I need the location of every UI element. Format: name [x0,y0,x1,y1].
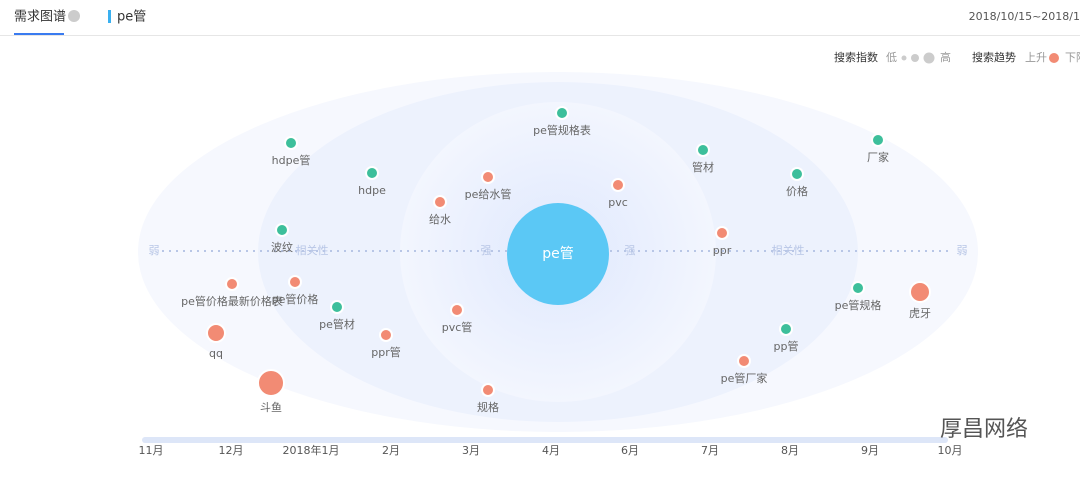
center-label: pe管 [542,246,574,262]
month-label: 10月 [938,444,963,457]
month-label: 2018年1月 [283,443,340,457]
node[interactable] [330,300,344,314]
node[interactable] [555,106,569,120]
month-label: 9月 [861,444,879,457]
node-label: pe管厂家 [721,371,768,385]
legend-low: 低 [886,51,897,64]
month-label: 12月 [219,444,244,457]
node-label: 管材 [692,160,714,174]
axis-label: 强 [625,244,636,257]
axis-label: 强 [481,244,492,257]
node-label: pvc [608,196,628,209]
node-label: 规格 [477,400,499,414]
node-label: pe给水管 [465,187,512,201]
node[interactable] [481,170,495,184]
node[interactable] [275,223,289,237]
legend-title: 搜索趋势 [972,50,1016,64]
month-label: 4月 [542,444,560,457]
watermark: 厚昌网络 [940,417,1028,442]
node[interactable] [790,167,804,181]
node[interactable] [715,226,729,240]
node[interactable] [257,369,285,397]
node-label: pe管规格 [835,298,882,312]
axis-labels: 弱 相关性 强 强 相关性 弱 [149,243,968,257]
tab[interactable]: 需求图谱 [14,10,66,25]
axis-label: 相关性 [296,243,329,257]
timeline-track [142,437,948,443]
node-label: hdpe [358,184,386,197]
node-label: pp管 [774,339,799,353]
node[interactable] [225,277,239,291]
node[interactable] [433,195,447,209]
node-label: ppr [713,244,732,257]
node-label: 斗鱼 [260,400,282,414]
legend-dot-mid [911,54,919,62]
keyword-bar [108,10,111,23]
legend-dot-small [901,55,907,61]
center-node[interactable] [507,203,609,305]
node-label: ppr管 [371,345,401,359]
node[interactable] [851,281,865,295]
node-label: 波纹 [271,240,293,254]
node[interactable] [450,303,464,317]
timeline-labels: 11月 12月 2018年1月 2月 3月 4月 6月 7月 8月 9月 10月 [139,443,963,457]
node[interactable] [871,133,885,147]
node[interactable] [611,178,625,192]
node[interactable] [481,383,495,397]
legend-high: 高 [940,50,951,64]
node[interactable] [206,323,226,343]
legend-dot-big [923,52,935,64]
month-label: 6月 [621,444,639,457]
month-label: 8月 [781,444,799,457]
legend-title: 搜索指数 [834,50,878,64]
node[interactable] [779,322,793,336]
node[interactable] [909,281,931,303]
month-label: 2月 [382,444,400,457]
keyword: pe管 [117,10,146,25]
axis-label: 相关性 [772,243,805,257]
node-label: qq [209,347,223,360]
node-label: 厂家 [867,150,889,164]
axis-label: 弱 [149,244,160,257]
node-label: 虎牙 [909,307,931,320]
tab-underline [14,33,64,35]
node[interactable] [379,328,393,342]
node-label: pe管价格 [272,292,319,306]
node-label: pe管价格最新价格表 [181,294,283,308]
month-label: 3月 [462,444,480,457]
node[interactable] [284,136,298,150]
node-label: 给水 [429,213,451,226]
node-label: 价格 [786,184,808,198]
help-icon[interactable] [68,10,80,22]
month-label: 7月 [701,444,719,457]
node-label: pe管材 [319,317,355,331]
node[interactable] [696,143,710,157]
node[interactable] [737,354,751,368]
month-label: 11月 [139,444,164,457]
node-label: hdpe管 [272,153,311,167]
axis-label: 弱 [957,244,968,257]
node-label: pvc管 [442,320,473,334]
date-range: 2018/10/15~2018/1 [969,10,1080,23]
legend-up: 上升 [1025,51,1047,64]
node-label: pe管规格表 [533,123,591,137]
legend-down: 下降 [1065,50,1080,64]
node[interactable] [365,166,379,180]
node[interactable] [288,275,302,289]
legend-up-dot [1049,53,1059,63]
